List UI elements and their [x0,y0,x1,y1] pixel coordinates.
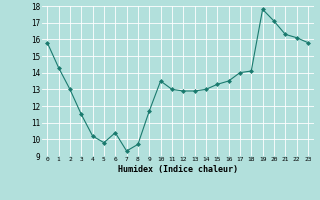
X-axis label: Humidex (Indice chaleur): Humidex (Indice chaleur) [118,165,237,174]
